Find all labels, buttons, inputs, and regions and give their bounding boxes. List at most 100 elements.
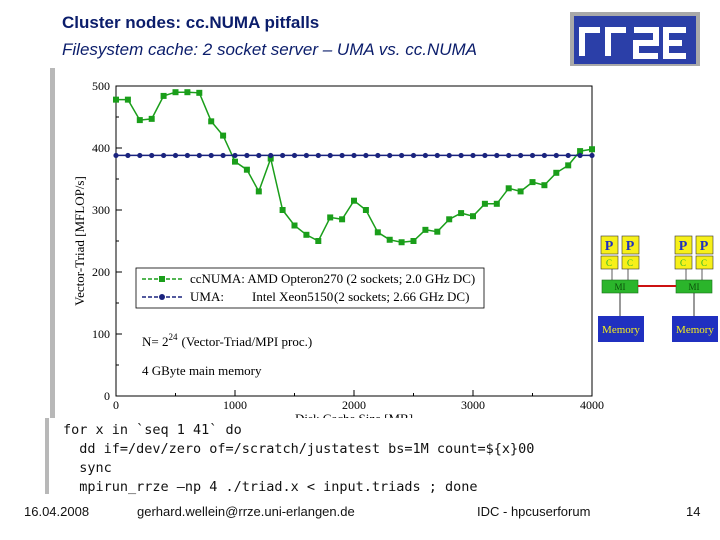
uma-data-point	[565, 152, 571, 159]
uma-data-point	[208, 152, 214, 159]
ccnuma-data-point	[184, 89, 191, 96]
ccnuma-data-point	[160, 92, 167, 99]
uma-data-point	[327, 152, 333, 159]
ccnuma-data-point	[124, 96, 131, 103]
uma-data-point	[375, 152, 381, 159]
uma-data-point	[482, 152, 488, 159]
y-tick-label: 400	[92, 141, 110, 155]
ccnuma-data-point	[458, 210, 465, 217]
cache-box	[695, 255, 714, 270]
uma-data-point	[470, 152, 476, 159]
memory-box	[672, 316, 718, 342]
y-tick-label: 500	[92, 79, 110, 93]
memory-label: Memory	[602, 324, 640, 336]
y-tick-label: 300	[92, 203, 110, 217]
cpu-box	[621, 235, 640, 255]
ccnuma-data-point	[577, 148, 584, 155]
uma-data-point	[458, 152, 464, 159]
footer-date: 16.04.2008	[24, 504, 90, 519]
legend-uma-cpu: Intel Xeon5150	[252, 289, 333, 304]
rrze-logo	[570, 12, 700, 68]
ccnuma-data-point	[339, 216, 346, 223]
uma-data-point	[553, 152, 559, 159]
footer-email: gerhard.wellein@rrze.uni-erlangen.de	[137, 504, 355, 519]
ccnuma-data-point	[243, 166, 250, 173]
ccnuma-data-point	[208, 118, 215, 125]
uma-data-point	[387, 152, 393, 159]
cpu-label: P	[700, 239, 709, 254]
cpu-box	[695, 235, 714, 255]
legend-ccnuma-marker	[159, 276, 165, 282]
uma-data-point	[232, 152, 238, 159]
uma-data-point	[529, 152, 536, 159]
ccnuma-data-point	[493, 200, 500, 207]
uma-data-point	[172, 152, 179, 159]
ccnuma-data-point	[517, 188, 524, 195]
y-tick-label: 0	[104, 389, 110, 403]
uma-data-point	[589, 152, 595, 159]
cache-box	[674, 255, 693, 270]
shell-script: for x in `seq 1 41` do dd if=/dev/zero o…	[45, 418, 639, 495]
cache-box	[621, 255, 640, 270]
ccnuma-data-point	[220, 132, 227, 139]
uma-data-point	[351, 152, 357, 159]
ccnuma-data-point	[196, 89, 203, 96]
legend: ccNUMA: AMD Opteron270 (2 sockets; 2.0 G…	[135, 267, 485, 309]
y-tick-label: 200	[92, 265, 110, 279]
slide-title: Cluster nodes: cc.NUMA pitfalls	[62, 13, 320, 32]
ccnuma-data-point	[291, 222, 298, 229]
ccnuma-data-point	[386, 236, 393, 243]
uma-data-point	[315, 152, 321, 159]
legend-uma-spec: (2 sockets; 2.66 GHz DC)	[334, 289, 469, 304]
ccnuma-data-point	[267, 155, 274, 162]
ccnuma-data-point	[565, 162, 572, 169]
uma-data-point	[196, 152, 202, 159]
uma-data-point	[268, 152, 274, 159]
cpu-label: P	[679, 239, 688, 254]
legend-uma-marker	[159, 294, 165, 300]
uma-data-point	[434, 152, 440, 159]
cpu-box	[674, 235, 693, 255]
ccnuma-data-point	[446, 216, 453, 223]
ccnuma-data-point	[303, 231, 310, 238]
ccnuma-data-point	[470, 213, 476, 220]
ccnuma-data-point	[351, 197, 357, 204]
uma-data-point	[244, 152, 250, 159]
ccnuma-data-point	[374, 229, 381, 236]
memory-label: Memory	[676, 324, 714, 336]
uma-data-point	[184, 152, 190, 159]
uma-data-point	[410, 152, 417, 159]
uma-data-point	[399, 152, 405, 159]
code-line: sync	[63, 460, 112, 476]
memory-annotation: 4 GByte main memory	[142, 363, 262, 378]
mi-label: MI	[615, 282, 626, 292]
code-line: for x in `seq 1 41` do	[63, 422, 242, 438]
ccnuma-data-point	[315, 238, 322, 244]
uma-data-point	[541, 152, 547, 159]
uma-data-point	[161, 152, 167, 159]
uma-data-point	[256, 152, 262, 159]
code-line: mpirun_rrze –np 4 ./triad.x < input.tria…	[63, 479, 478, 495]
legend-box	[135, 267, 485, 309]
cache-label: C	[701, 258, 707, 268]
uma-data-point	[280, 152, 286, 159]
uma-data-point	[494, 152, 500, 159]
ccnuma-data-point	[362, 207, 369, 213]
uma-data-point	[137, 152, 143, 159]
uma-data-point	[220, 152, 226, 159]
ccnuma-data-point	[529, 179, 536, 186]
cache-label: C	[606, 258, 612, 268]
cpu-label: P	[626, 239, 635, 254]
footer-page-number: 14	[686, 504, 701, 519]
uma-data-point	[577, 152, 583, 159]
y-axis-label: Vector-Triad [MFLOP/s]	[72, 176, 87, 306]
ccnuma-data-point	[232, 158, 238, 165]
cache-box	[600, 255, 619, 270]
n-annotation: N= 224 (Vector-Triad/MPI proc.)	[142, 332, 312, 349]
uma-data-point	[125, 152, 131, 159]
ccnuma-data-point	[172, 89, 179, 96]
legend-uma-label: UMA:	[190, 289, 224, 304]
ccnuma-data-point	[327, 214, 334, 221]
cpu-label: P	[605, 239, 614, 254]
memory-box	[598, 316, 644, 342]
